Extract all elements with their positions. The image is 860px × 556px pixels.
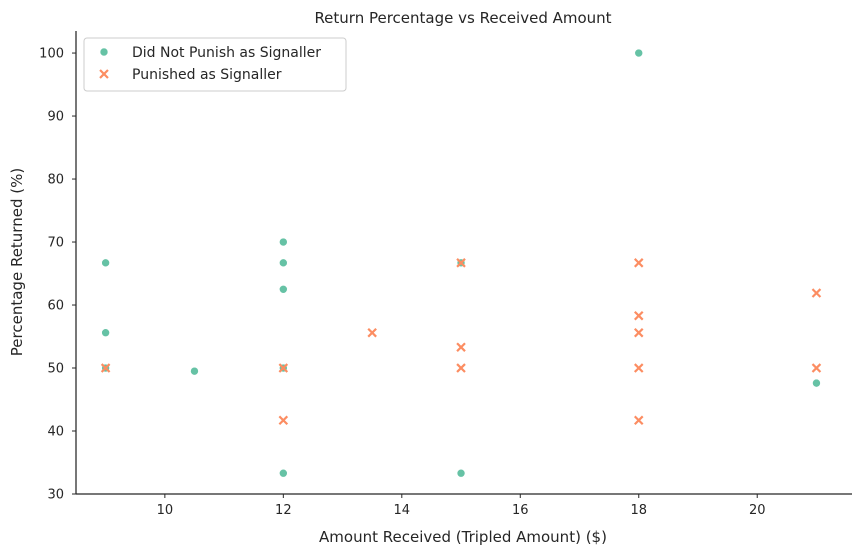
chart-title: Return Percentage vs Received Amount: [314, 9, 611, 27]
data-point-punished: [367, 327, 377, 338]
data-point-punished: [633, 327, 644, 338]
legend-label-not-punished: Did Not Punish as Signaller: [132, 45, 321, 61]
data-point-punished: [456, 363, 466, 373]
x-tick-label: 10: [157, 503, 174, 518]
y-tick-label: 30: [47, 488, 64, 503]
legend-frame: [83, 37, 347, 92]
data-point-not-punished: [812, 378, 821, 388]
y-axis-ticks: 30 40 50 60 70 80 90 100: [39, 47, 76, 503]
y-axis-label: Percentage Returned (%): [8, 168, 26, 356]
x-tick-label: 12: [275, 503, 292, 518]
data-point-punished: [633, 363, 644, 373]
x-tick-label: 14: [394, 503, 411, 518]
y-tick-label: 40: [47, 425, 64, 440]
y-tick-label: 90: [47, 110, 64, 125]
data-point-not-punished: [634, 48, 644, 58]
data-point-not-punished: [101, 258, 110, 268]
y-tick-label: 100: [39, 47, 64, 62]
x-tick-label: 16: [512, 503, 529, 518]
data-point-punished: [633, 310, 644, 321]
data-point-not-punished: [279, 258, 288, 268]
data-points: [100, 48, 822, 478]
data-point-punished: [100, 363, 111, 373]
y-tick-label: 80: [47, 173, 64, 188]
data-point-not-punished: [279, 468, 288, 478]
data-point-not-punished: [279, 237, 288, 247]
x-axis-ticks: 10 12 14 16 18 20: [157, 494, 766, 518]
y-tick-label: 50: [47, 362, 64, 377]
legend-marker-not-punished: [99, 47, 109, 57]
x-axis-label: Amount Received (Tripled Amount) ($): [319, 528, 607, 546]
data-point-not-punished: [279, 284, 288, 294]
x-tick-label: 18: [630, 503, 647, 518]
legend-marker-punished: [99, 69, 109, 79]
legend-label-punished: Punished as Signaller: [132, 67, 282, 83]
data-point-punished: [811, 288, 822, 298]
data-point-punished: [278, 363, 289, 373]
data-point-punished: [456, 342, 466, 352]
data-point-punished: [811, 363, 822, 373]
data-point-punished: [633, 258, 644, 268]
data-point-not-punished: [101, 328, 110, 338]
y-tick-label: 70: [47, 236, 64, 251]
x-tick-label: 20: [749, 503, 766, 518]
y-tick-label: 60: [47, 299, 64, 314]
data-point-not-punished: [456, 468, 466, 478]
data-point-punished: [278, 415, 289, 426]
data-point-punished: [456, 258, 466, 268]
data-point-not-punished: [190, 366, 199, 376]
data-point-punished: [633, 415, 644, 426]
legend: Did Not Punish as Signaller Punished as S…: [83, 37, 347, 92]
